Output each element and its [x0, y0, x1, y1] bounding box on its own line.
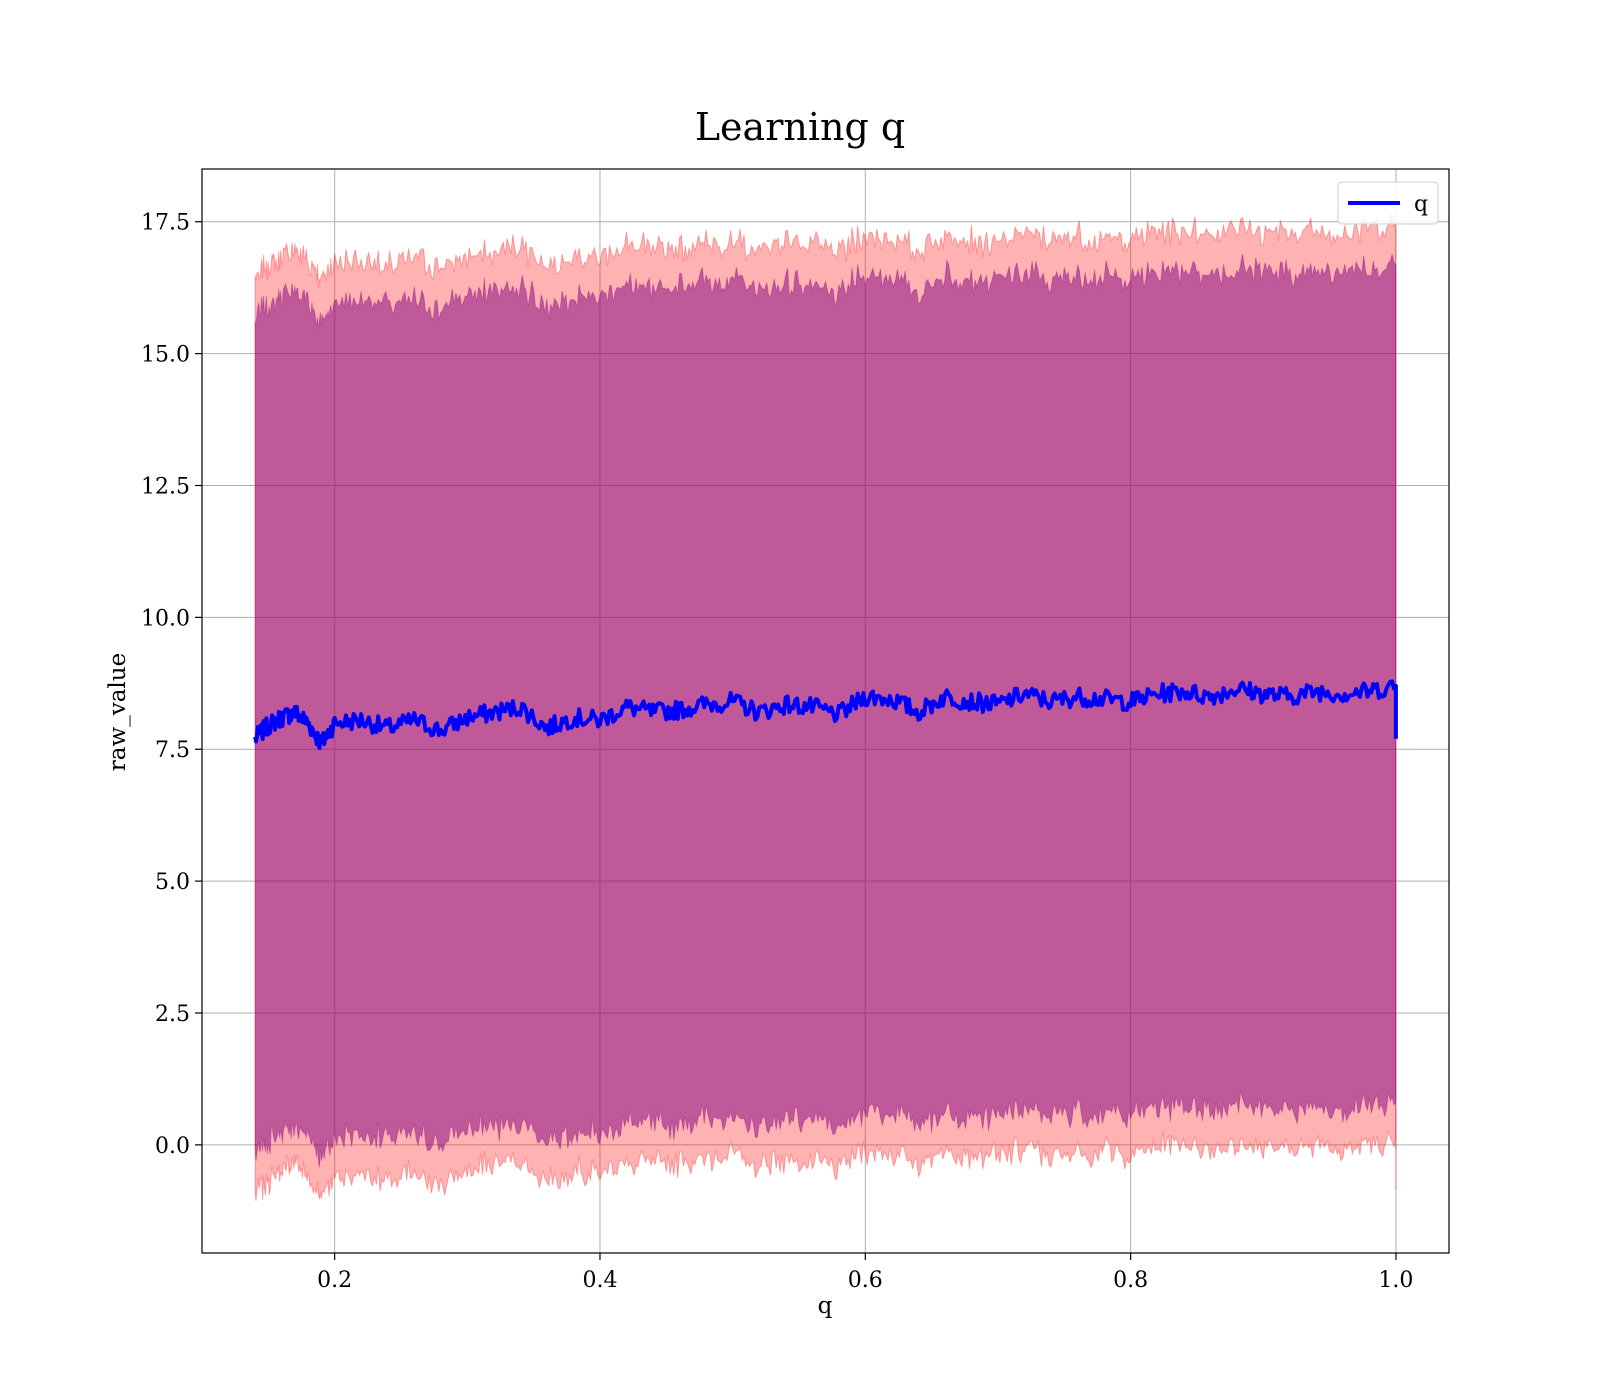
x-axis-ticks: 0.2 0.4 0.6 0.8 1.0	[317, 1253, 1413, 1293]
legend: q	[1337, 181, 1439, 225]
inner-band	[254, 253, 1397, 1168]
x-axis-label: q	[818, 1293, 833, 1319]
y-tick-label: 5.0	[155, 870, 190, 895]
x-tick-label: 0.4	[582, 1268, 617, 1293]
series-lines	[253, 679, 1398, 750]
plot-frame	[201, 168, 1450, 1254]
y-axis-label: raw_value	[105, 653, 131, 771]
series-line-q	[253, 679, 1398, 750]
y-tick-label: 10.0	[141, 606, 190, 631]
y-tick-label: 7.5	[155, 738, 190, 763]
chart-title: Learning q	[695, 105, 905, 149]
x-tick-label: 1.0	[1378, 1268, 1413, 1293]
legend-label-q: q	[1414, 192, 1428, 217]
x-tick-label: 0.2	[317, 1268, 352, 1293]
y-tick-label: 12.5	[141, 474, 190, 499]
y-tick-label: 2.5	[155, 1002, 190, 1027]
x-tick-label: 0.6	[848, 1268, 883, 1293]
y-tick-label: 0.0	[155, 1134, 190, 1159]
y-tick-label: 17.5	[141, 211, 190, 236]
y-axis-ticks: 0.0 2.5 5.0 7.5 10.0 12.5 15.0 17.5	[141, 211, 202, 1159]
axes-frame	[201, 168, 1450, 1254]
y-tick-label: 15.0	[141, 343, 190, 368]
x-tick-label: 0.8	[1113, 1268, 1148, 1293]
